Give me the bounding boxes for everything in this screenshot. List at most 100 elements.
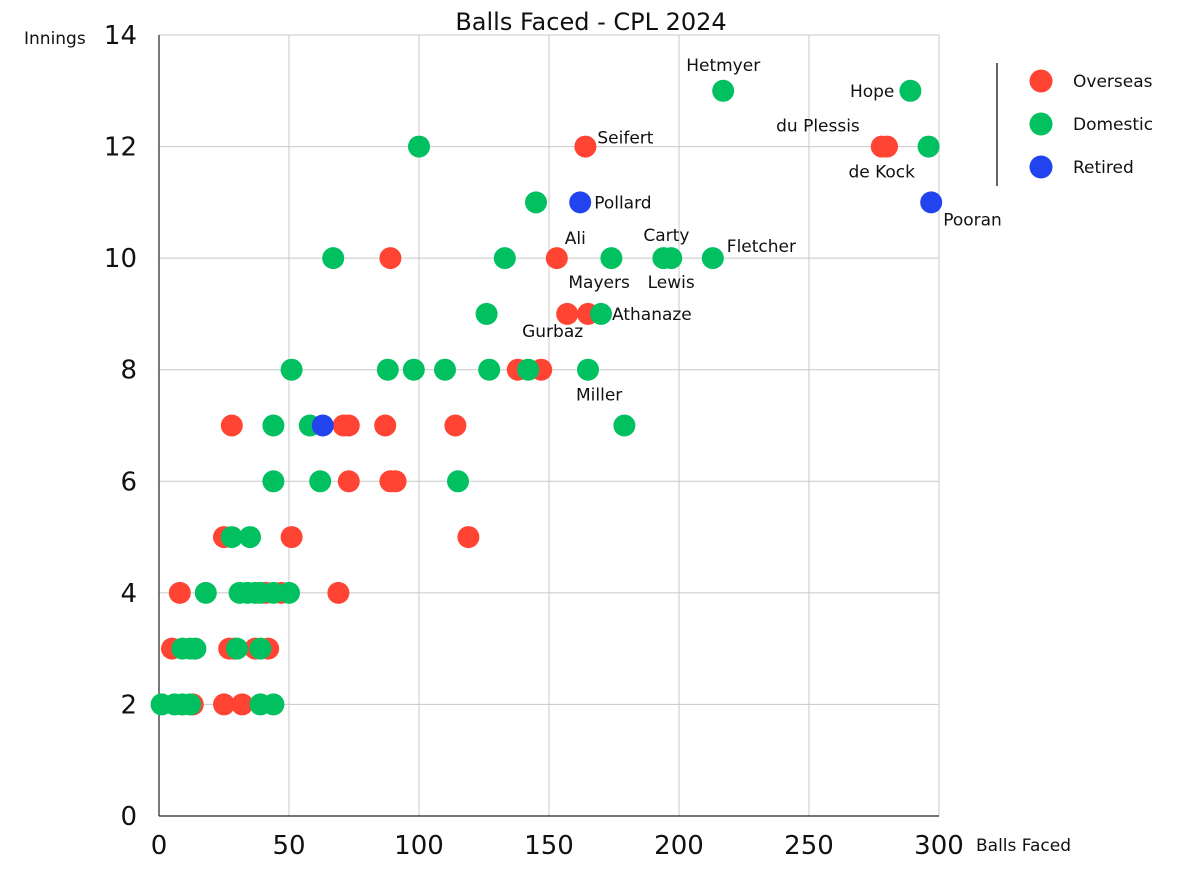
point-label: Seifert bbox=[597, 129, 653, 149]
legend-label: Retired bbox=[1073, 158, 1134, 178]
grid bbox=[159, 34, 940, 816]
point-labels: Seifert du Plessis de Kock Ali Gurbaz Hetmyer… bbox=[522, 56, 1002, 406]
point-label: du Plessis bbox=[776, 117, 860, 137]
legend-swatch bbox=[1029, 69, 1053, 93]
domestic-point bbox=[917, 135, 940, 158]
domestic-point bbox=[309, 470, 332, 493]
x-tick-label: 100 bbox=[394, 831, 444, 861]
point-label: Miller bbox=[576, 386, 622, 406]
overseas-point bbox=[213, 693, 235, 716]
x-tick-label: 150 bbox=[524, 831, 574, 861]
point-label: Carty bbox=[643, 226, 689, 246]
point-label: Pollard bbox=[594, 193, 651, 213]
x-tick-label: 50 bbox=[272, 831, 305, 861]
legend: Overseas Domestic Retired bbox=[996, 63, 1153, 186]
y-tick-label: 0 bbox=[120, 802, 137, 832]
overseas-point bbox=[220, 414, 243, 437]
tick-labels: 0 50 100 150 200 250 300 0 2 4 6 8 10 12 14 bbox=[104, 21, 964, 861]
y-tick-label: 4 bbox=[120, 579, 137, 609]
overseas-point bbox=[337, 470, 360, 493]
domestic-point bbox=[590, 302, 612, 325]
domestic-point bbox=[249, 637, 272, 660]
point-label: Lewis bbox=[648, 273, 695, 293]
domestic-point bbox=[220, 526, 243, 549]
x-tick-label: 300 bbox=[914, 831, 964, 861]
domestic-point bbox=[322, 247, 345, 270]
overseas-point bbox=[280, 526, 303, 549]
y-tick-label: 10 bbox=[104, 244, 137, 274]
point-label: Ali bbox=[565, 229, 586, 249]
legend-swatch bbox=[1029, 155, 1053, 179]
y-tick-label: 6 bbox=[120, 467, 137, 497]
domestic-point bbox=[280, 358, 303, 381]
y-tick-label: 12 bbox=[104, 133, 137, 163]
chart-title: Balls Faced - CPL 2024 bbox=[455, 8, 726, 36]
point-label: Pooran bbox=[943, 210, 1002, 230]
overseas-point bbox=[327, 581, 350, 604]
domestic-point bbox=[447, 470, 469, 493]
overseas-point bbox=[384, 470, 407, 493]
x-tick-label: 250 bbox=[784, 831, 834, 861]
domestic-point bbox=[478, 358, 501, 381]
overseas-point bbox=[457, 526, 480, 549]
point-label: Mayers bbox=[568, 273, 630, 293]
y-axis-title: Innings bbox=[24, 29, 86, 49]
domestic-point bbox=[239, 526, 261, 549]
x-tick-label: 0 bbox=[151, 831, 168, 861]
domestic-point bbox=[899, 79, 922, 102]
point-label: Athanaze bbox=[612, 305, 692, 325]
domestic-point bbox=[194, 581, 217, 604]
point-label: de Kock bbox=[848, 163, 915, 183]
point-label: Gurbaz bbox=[522, 322, 583, 342]
legend-label: Domestic bbox=[1073, 115, 1153, 135]
overseas-point bbox=[876, 135, 898, 158]
overseas-point bbox=[168, 581, 191, 604]
domestic-point bbox=[493, 247, 516, 270]
x-tick-label: 200 bbox=[654, 831, 704, 861]
retired-point bbox=[920, 191, 943, 214]
domestic-point bbox=[179, 693, 202, 716]
domestic-point bbox=[408, 135, 430, 158]
domestic-point bbox=[402, 358, 425, 381]
domestic-point bbox=[475, 302, 498, 325]
retired-point bbox=[569, 191, 592, 214]
legend-label: Overseas bbox=[1073, 72, 1153, 92]
overseas-point bbox=[556, 302, 579, 325]
domestic-point bbox=[262, 693, 285, 716]
domestic-point bbox=[434, 358, 456, 381]
overseas-point bbox=[379, 247, 402, 270]
data-points bbox=[150, 79, 943, 716]
x-axis-title: Balls Faced bbox=[976, 836, 1071, 856]
domestic-point bbox=[701, 247, 724, 270]
y-tick-label: 14 bbox=[104, 21, 137, 51]
domestic-point bbox=[600, 247, 623, 270]
domestic-point bbox=[712, 79, 735, 102]
domestic-point bbox=[517, 358, 540, 381]
overseas-point bbox=[374, 414, 397, 437]
point-label: Hope bbox=[850, 82, 894, 102]
domestic-point bbox=[262, 581, 285, 604]
legend-swatch bbox=[1029, 112, 1053, 136]
domestic-point bbox=[184, 637, 207, 660]
domestic-point bbox=[660, 247, 683, 270]
domestic-point bbox=[525, 191, 547, 214]
domestic-point bbox=[278, 581, 300, 604]
domestic-point bbox=[262, 414, 285, 437]
domestic-point bbox=[226, 637, 248, 660]
overseas-point bbox=[337, 414, 360, 437]
overseas-point bbox=[574, 135, 597, 158]
domestic-point bbox=[613, 414, 636, 437]
overseas-point bbox=[545, 247, 568, 270]
retired-point bbox=[311, 414, 334, 437]
point-label: Fletcher bbox=[727, 237, 796, 257]
overseas-point bbox=[231, 693, 254, 716]
axes bbox=[158, 35, 939, 817]
domestic-point bbox=[577, 358, 599, 381]
domestic-point bbox=[376, 358, 399, 381]
overseas-point bbox=[444, 414, 467, 437]
domestic-point bbox=[262, 470, 285, 493]
point-label: Hetmyer bbox=[686, 56, 760, 76]
y-tick-label: 2 bbox=[120, 690, 137, 720]
y-tick-label: 8 bbox=[120, 356, 137, 386]
